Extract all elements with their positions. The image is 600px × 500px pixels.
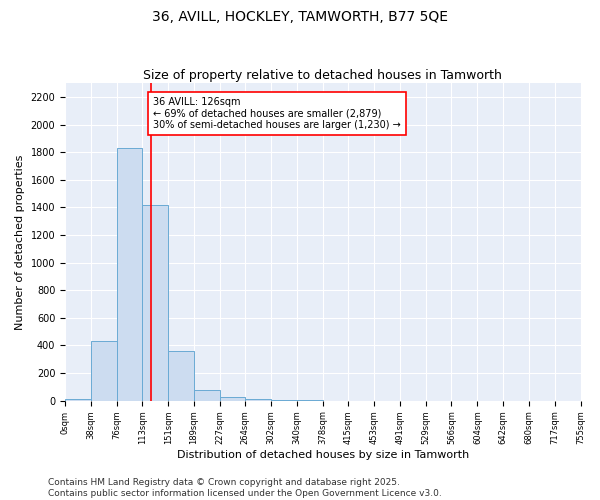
Y-axis label: Number of detached properties: Number of detached properties (15, 154, 25, 330)
Bar (245, 398, 271, 400)
Text: 36, AVILL, HOCKLEY, TAMWORTH, B77 5QE: 36, AVILL, HOCKLEY, TAMWORTH, B77 5QE (152, 10, 448, 24)
Text: 36 AVILL: 126sqm
← 69% of detached houses are smaller (2,879)
30% of semi-detach: 36 AVILL: 126sqm ← 69% of detached house… (153, 97, 401, 130)
Title: Size of property relative to detached houses in Tamworth: Size of property relative to detached ho… (143, 69, 502, 82)
Bar (220, 396, 245, 400)
Bar (168, 351, 194, 401)
Bar (117, 148, 142, 401)
Bar (194, 390, 220, 400)
X-axis label: Distribution of detached houses by size in Tamworth: Distribution of detached houses by size … (176, 450, 469, 460)
Bar (91, 342, 117, 400)
Bar (65, 398, 91, 400)
Bar (142, 204, 168, 400)
Text: Contains HM Land Registry data © Crown copyright and database right 2025.
Contai: Contains HM Land Registry data © Crown c… (48, 478, 442, 498)
